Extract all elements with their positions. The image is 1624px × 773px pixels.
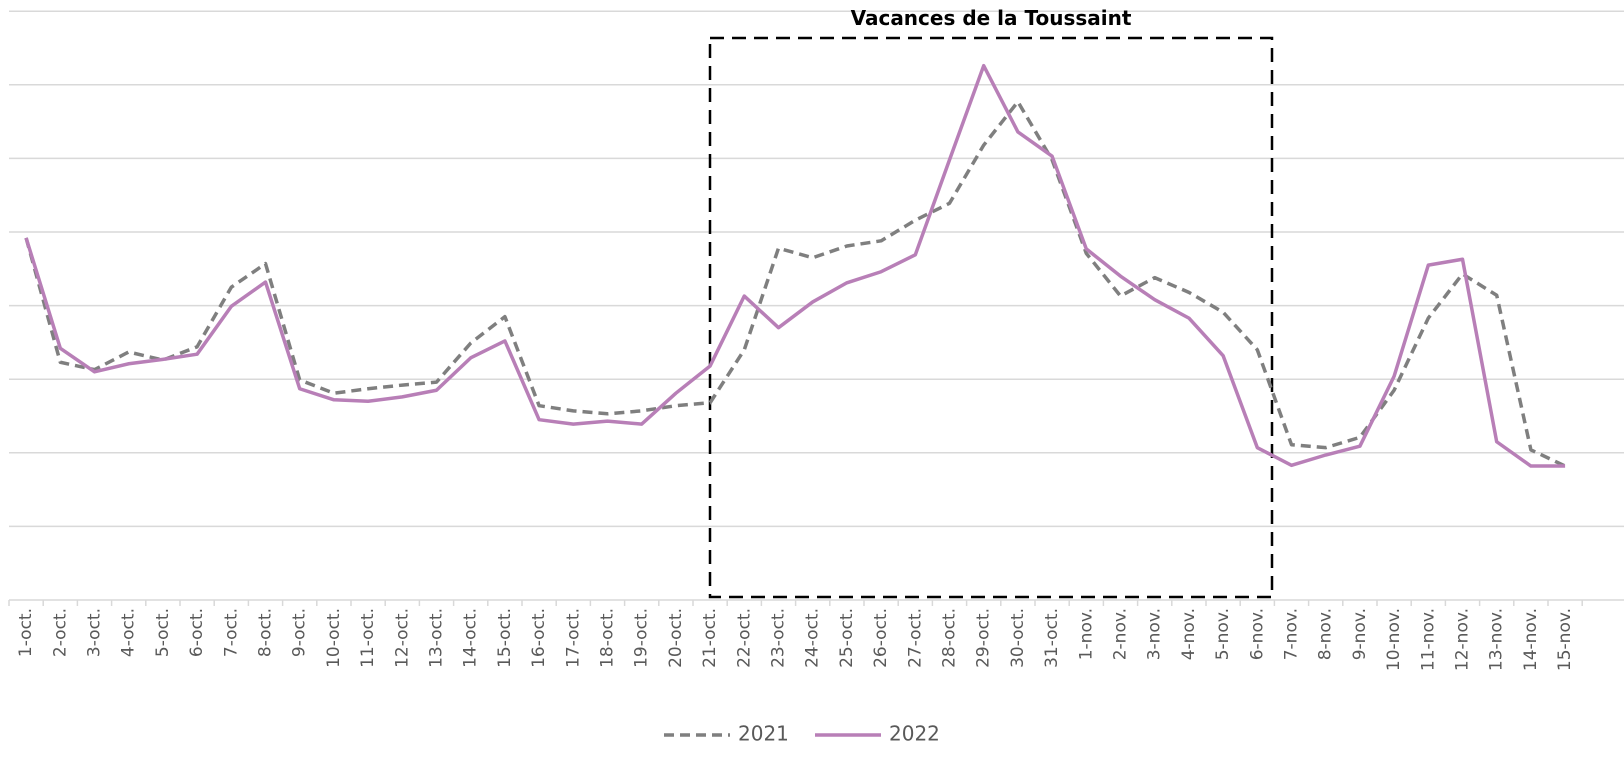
x-tick-label: 2-nov.	[1111, 608, 1131, 660]
x-tick-label: 11-nov.	[1418, 608, 1438, 671]
x-tick-label: 4-nov.	[1179, 608, 1199, 660]
x-tick-label: 17-oct.	[563, 608, 583, 668]
x-tick-label: 4-oct.	[119, 608, 139, 657]
x-tick-label: 22-oct.	[734, 608, 754, 668]
x-tick-label: 18-oct.	[598, 608, 618, 668]
x-tick-label: 16-oct.	[529, 608, 549, 668]
x-tick-label: 23-oct.	[769, 608, 789, 668]
annotation: Vacances de la Toussaint	[851, 6, 1132, 30]
x-tick-label: 9-nov.	[1350, 608, 1370, 660]
x-tick-label: 5-oct.	[153, 608, 173, 657]
x-tick-label: 31-oct.	[1042, 608, 1062, 668]
x-tick-label: 10-oct.	[324, 608, 344, 668]
x-tick-label: 8-oct.	[256, 608, 276, 657]
x-tick-label: 12-oct.	[392, 608, 412, 668]
x-tick-label: 30-oct.	[1008, 608, 1028, 668]
x-tick-label: 29-oct.	[974, 608, 994, 668]
x-tick-label: 10-nov.	[1384, 608, 1404, 671]
x-tick-label: 3-oct.	[85, 608, 105, 657]
x-tick-label: 20-oct.	[666, 608, 686, 668]
x-tick-label: 8-nov.	[1316, 608, 1336, 660]
x-tick-label: 12-nov.	[1453, 608, 1473, 671]
x-tick-label: 13-nov.	[1487, 608, 1507, 671]
x-tick-label: 1-nov.	[1076, 608, 1096, 660]
x-tick-label: 28-oct.	[940, 608, 960, 668]
grid	[9, 10, 1624, 601]
x-tick-label: 15-nov.	[1555, 608, 1575, 671]
x-tick-label: 9-oct.	[290, 608, 310, 657]
x-tick-label: 11-oct.	[358, 608, 378, 668]
x-tick-label: 14-nov.	[1521, 608, 1541, 671]
x-tick-label: 19-oct.	[632, 608, 652, 668]
highlight-box	[708, 36, 1274, 599]
line-series	[24, 99, 1566, 468]
x-tick-label: 24-oct.	[803, 608, 823, 668]
x-tick-label: 21-oct.	[700, 608, 720, 668]
x-tick-label: 7-oct.	[221, 608, 241, 657]
line-series	[24, 63, 1566, 468]
legend-label: 2022	[889, 722, 940, 746]
x-tick-label: 3-nov.	[1145, 608, 1165, 660]
legend-label: 2021	[738, 722, 789, 746]
x-tick-label: 13-oct.	[427, 608, 447, 668]
x-tick-label: 15-oct.	[495, 608, 515, 668]
x-tick-label: 27-oct.	[905, 608, 925, 668]
x-tick-label: 6-nov.	[1247, 608, 1267, 660]
x-tick-label: 6-oct.	[187, 608, 207, 657]
x-tick-label: 2-oct.	[50, 608, 70, 657]
x-tick-label: 25-oct.	[837, 608, 857, 668]
x-tick-label: 5-nov.	[1213, 608, 1233, 660]
x-tick-label: 14-oct.	[461, 608, 481, 668]
x-tick-label: 7-nov.	[1282, 608, 1302, 660]
x-tick-label: 1-oct.	[16, 608, 36, 657]
x-tick-label: 26-oct.	[871, 608, 891, 668]
